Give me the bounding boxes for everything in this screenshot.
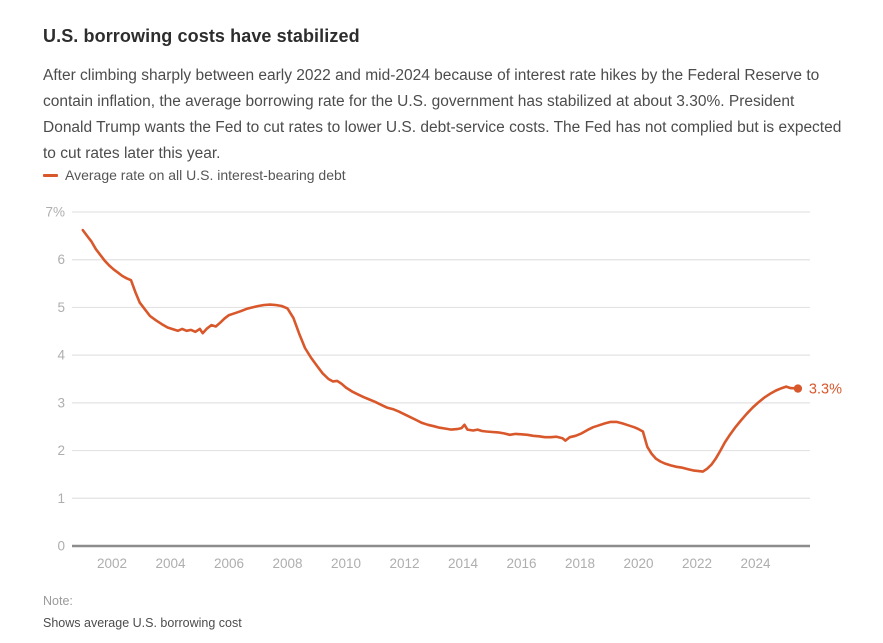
y-axis-label: 1 bbox=[57, 491, 65, 506]
note-label: Note: bbox=[43, 594, 73, 608]
end-dot bbox=[793, 384, 803, 393]
x-axis-label: 2020 bbox=[623, 556, 653, 571]
y-axis-label: 2 bbox=[57, 443, 65, 458]
x-axis-label: 2008 bbox=[272, 556, 302, 571]
y-axis-label: 4 bbox=[57, 348, 65, 363]
x-axis-label: 2018 bbox=[565, 556, 595, 571]
series-line bbox=[81, 228, 800, 473]
end-value-label: 3.3% bbox=[809, 382, 842, 398]
legend-label: Average rate on all U.S. interest-bearin… bbox=[65, 167, 346, 183]
x-axis-label: 2010 bbox=[331, 556, 361, 571]
x-axis-label: 2022 bbox=[682, 556, 712, 571]
x-axis-label: 2012 bbox=[389, 556, 419, 571]
y-axis-label: 6 bbox=[57, 252, 65, 267]
y-axis-label: 3 bbox=[57, 395, 65, 410]
page-title: U.S. borrowing costs have stabilized bbox=[43, 26, 360, 47]
x-axis-label: 2004 bbox=[155, 556, 186, 571]
legend-line-swatch-icon bbox=[43, 173, 58, 177]
x-axis-label: 2006 bbox=[214, 556, 244, 571]
y-axis-label: 5 bbox=[57, 300, 65, 315]
y-axis-label: 0 bbox=[57, 539, 65, 554]
x-axis-label: 2002 bbox=[97, 556, 127, 571]
chart-subtitle: After climbing sharply between early 202… bbox=[43, 66, 842, 163]
x-axis-label: 2014 bbox=[448, 556, 479, 571]
note-text: Shows average U.S. borrowing cost bbox=[43, 616, 242, 630]
y-axis-label: 7% bbox=[45, 205, 65, 220]
x-axis-label: 2016 bbox=[506, 556, 536, 571]
x-axis-label: 2024 bbox=[740, 556, 771, 571]
chart-legend: Average rate on all U.S. interest-bearin… bbox=[43, 167, 346, 183]
